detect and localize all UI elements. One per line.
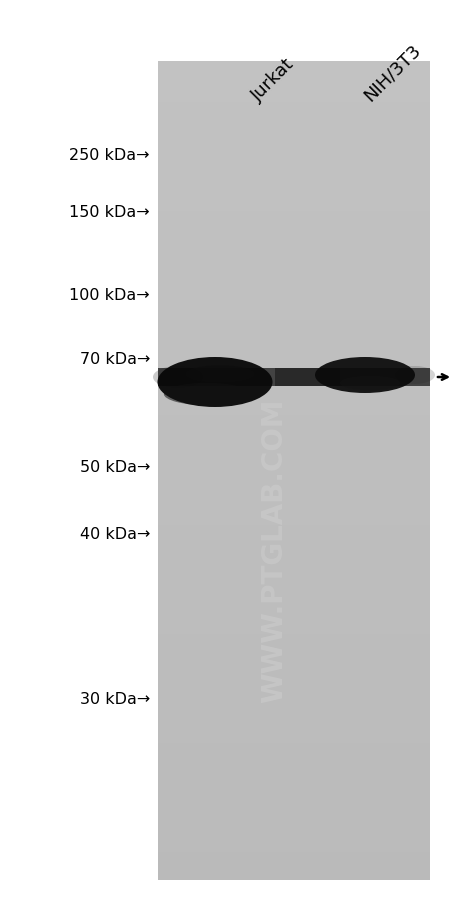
- Bar: [157, 824, 429, 839]
- Bar: [157, 348, 429, 363]
- Bar: [157, 552, 429, 566]
- Bar: [157, 729, 429, 744]
- Bar: [157, 402, 429, 417]
- Bar: [157, 266, 429, 281]
- Bar: [157, 226, 429, 240]
- Bar: [157, 239, 429, 253]
- Bar: [157, 484, 429, 499]
- Text: 100 kDa→: 100 kDa→: [69, 288, 150, 303]
- Text: 150 kDa→: 150 kDa→: [69, 206, 150, 220]
- Bar: [157, 538, 429, 553]
- Text: 50 kDa→: 50 kDa→: [79, 460, 150, 475]
- Bar: [157, 212, 429, 226]
- Bar: [157, 511, 429, 526]
- Bar: [157, 579, 429, 594]
- Bar: [157, 389, 429, 403]
- Bar: [157, 130, 429, 144]
- Bar: [157, 811, 429, 825]
- Bar: [157, 621, 429, 635]
- Bar: [157, 157, 429, 172]
- Bar: [157, 429, 429, 445]
- Text: NIH/3T3: NIH/3T3: [359, 41, 423, 105]
- Bar: [157, 525, 429, 539]
- Text: 40 kDa→: 40 kDa→: [79, 527, 150, 542]
- Bar: [157, 280, 429, 294]
- Ellipse shape: [153, 366, 202, 389]
- Bar: [157, 593, 429, 608]
- Bar: [157, 456, 429, 472]
- Bar: [157, 757, 429, 771]
- Bar: [157, 62, 429, 77]
- Bar: [157, 416, 429, 430]
- Bar: [157, 784, 429, 798]
- Bar: [157, 293, 429, 308]
- Bar: [157, 170, 429, 186]
- Bar: [157, 443, 429, 458]
- Bar: [157, 634, 429, 649]
- Bar: [157, 198, 429, 213]
- Bar: [157, 865, 429, 880]
- Ellipse shape: [163, 383, 250, 406]
- Text: WWW.PTGLAB.COM: WWW.PTGLAB.COM: [259, 399, 287, 703]
- Bar: [157, 471, 429, 485]
- Text: Jurkat: Jurkat: [247, 55, 297, 105]
- Bar: [157, 143, 429, 158]
- Bar: [157, 648, 429, 662]
- Bar: [157, 185, 429, 199]
- Text: 70 kDa→: 70 kDa→: [79, 352, 150, 367]
- Ellipse shape: [185, 366, 254, 383]
- Ellipse shape: [314, 357, 414, 393]
- Bar: [157, 103, 429, 117]
- Bar: [157, 375, 429, 390]
- Bar: [157, 369, 429, 387]
- Bar: [157, 498, 429, 512]
- Bar: [157, 307, 429, 322]
- Bar: [157, 335, 429, 349]
- Bar: [157, 851, 429, 867]
- Bar: [157, 838, 429, 852]
- Bar: [157, 321, 429, 336]
- Ellipse shape: [339, 376, 399, 391]
- Bar: [157, 715, 429, 731]
- Bar: [157, 661, 429, 676]
- Bar: [274, 369, 339, 387]
- Bar: [157, 89, 429, 104]
- Ellipse shape: [394, 366, 434, 384]
- Bar: [157, 743, 429, 758]
- Bar: [157, 116, 429, 131]
- Bar: [157, 797, 429, 812]
- Bar: [157, 362, 429, 376]
- Bar: [157, 702, 429, 716]
- Bar: [157, 688, 429, 703]
- Bar: [157, 770, 429, 785]
- Bar: [157, 566, 429, 580]
- Text: 250 kDa→: 250 kDa→: [69, 147, 150, 162]
- Bar: [157, 76, 429, 90]
- Ellipse shape: [157, 357, 272, 408]
- Bar: [157, 253, 429, 267]
- Bar: [157, 607, 429, 621]
- Text: 30 kDa→: 30 kDa→: [79, 692, 150, 706]
- Bar: [157, 675, 429, 689]
